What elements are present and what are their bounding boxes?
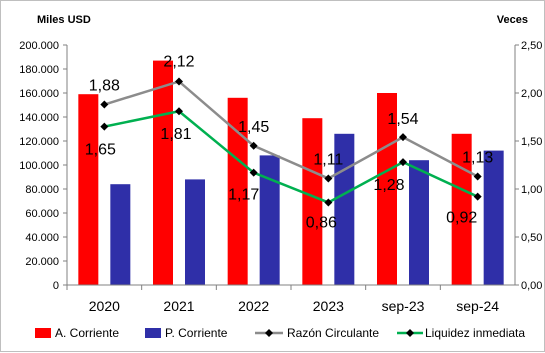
- razon-circulante-point: [249, 141, 258, 150]
- liquidez-inmediata-label: 1,17: [228, 187, 259, 204]
- right-tick-label: 1,00: [521, 184, 542, 196]
- right-tick-label: 0,00: [521, 280, 542, 292]
- razon-circulante-point: [399, 133, 407, 142]
- razon-circulante-point: [100, 100, 109, 109]
- bar-a-corriente: [377, 93, 397, 285]
- bar-a-corriente: [302, 118, 323, 285]
- razon-circulante-label: 1,88: [89, 78, 120, 95]
- bar-a-corriente: [227, 97, 248, 285]
- razon-circulante-point: [324, 174, 333, 183]
- liquidez-inmediata-label: 1,28: [373, 177, 404, 194]
- liquidez-inmediata-line: [104, 109, 479, 204]
- x-tick-label: 2023: [313, 298, 344, 314]
- liquidez-inmediata-point: [100, 122, 109, 131]
- x-tick-label: 2021: [163, 298, 194, 314]
- liquidez-inmediata-label: 0,86: [306, 214, 337, 231]
- left-tick-label: 140.000: [19, 112, 59, 124]
- razon-circulante-label: 1,13: [462, 150, 493, 167]
- left-tick-label: 180.000: [19, 64, 59, 76]
- bar-p-corriente: [185, 179, 205, 285]
- legend-marker-liquidez-inmediata: [406, 329, 414, 337]
- legend-marker-razon-circulante: [265, 329, 273, 337]
- liquidez-inmediata-point: [324, 198, 333, 207]
- x-tick-label: sep-23: [382, 298, 425, 314]
- razon-circulante-point: [175, 77, 183, 86]
- left-tick-label: 0: [53, 280, 59, 292]
- left-tick-label: 20.000: [25, 256, 59, 268]
- x-tick-label: 2022: [238, 298, 269, 314]
- liquidez-inmediata-point: [473, 192, 482, 201]
- legend-label-a-corriente: A. Corriente: [55, 326, 119, 340]
- bar-p-corriente: [483, 150, 504, 285]
- liquidez-inmediata-label: 1,65: [85, 142, 116, 159]
- left-axis-title: Miles USD: [37, 14, 91, 26]
- right-axis-title: Veces: [497, 14, 528, 26]
- legend-label-liquidez-inmediata: Liquidez inmediata: [425, 326, 525, 340]
- left-tick-label: 40.000: [25, 232, 59, 244]
- legend-label-razon-circulante: Razón Circulante: [287, 326, 379, 340]
- legend-swatch-p-corriente: [145, 328, 161, 338]
- razon-circulante-label: 1,11: [313, 151, 343, 168]
- liquidez-inmediata-label: 1,81: [160, 126, 191, 143]
- liquidez-inmediata-point: [175, 107, 183, 116]
- left-tick-label: 60.000: [25, 208, 59, 220]
- legend-swatch-a-corriente: [35, 328, 51, 338]
- razon-circulante-label: 1,54: [387, 111, 418, 128]
- razon-circulante-line: [103, 80, 479, 180]
- right-tick-label: 1,50: [521, 136, 542, 148]
- bar-p-corriente: [409, 160, 429, 285]
- razon-circulante-label: 2,12: [163, 53, 194, 70]
- bar-p-corriente: [110, 184, 131, 285]
- liquidez-inmediata-point: [249, 168, 258, 177]
- left-tick-label: 80.000: [25, 184, 59, 196]
- right-tick-label: 0,50: [521, 232, 542, 244]
- razon-circulante-label: 1,45: [238, 119, 269, 136]
- x-tick-label: 2020: [89, 298, 120, 314]
- left-tick-label: 160.000: [19, 88, 59, 100]
- liquidez-inmediata-label: 0,92: [446, 210, 477, 227]
- left-tick-label: 200.000: [19, 40, 59, 52]
- razon-circulante-point: [473, 172, 482, 181]
- left-tick-label: 120.000: [19, 136, 59, 148]
- bar-p-corriente: [259, 155, 280, 285]
- legend-label-p-corriente: P. Corriente: [165, 326, 228, 340]
- right-tick-label: 2,50: [521, 40, 542, 52]
- left-tick-label: 100.000: [19, 160, 59, 172]
- liquidez-inmediata-point: [399, 158, 407, 167]
- right-tick-label: 2,00: [521, 88, 542, 100]
- bar-a-corriente: [153, 60, 173, 285]
- bar-a-corriente: [78, 94, 99, 285]
- x-tick-label: sep-24: [456, 298, 499, 314]
